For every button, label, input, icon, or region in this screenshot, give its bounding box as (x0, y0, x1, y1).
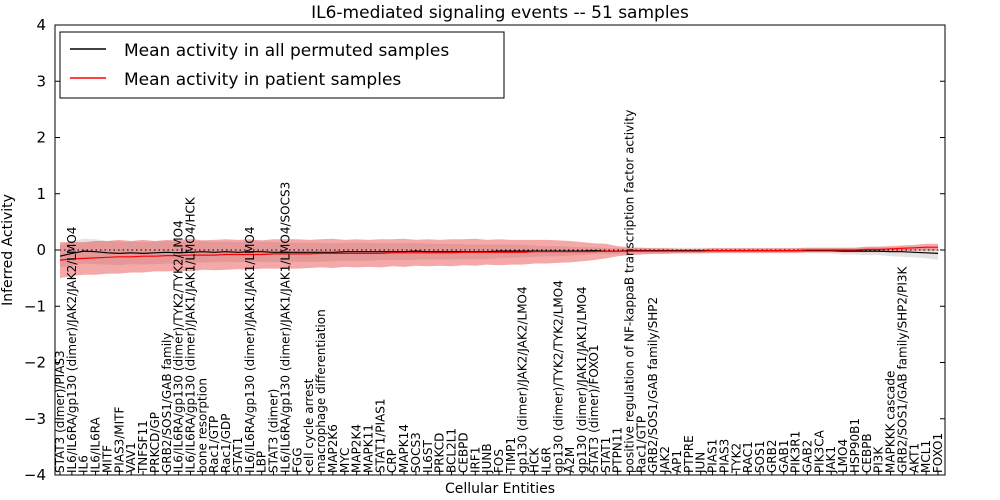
x-tick-label: STAT3 (dimer) (267, 389, 281, 473)
x-tick-label: IL6/IL6RA/gp130 (dimer)/JAK2/JAK2/LMO4 (65, 227, 79, 473)
x-tick-label: TYK2 (729, 443, 743, 474)
x-tick-label: IL6/IL6RA (89, 416, 103, 473)
x-tick-label: MITF (101, 445, 115, 473)
x-tick-label: LMO4 (836, 439, 850, 473)
x-tick-label: PIAS3/MITF (112, 406, 126, 473)
x-tick-label: VAV1 (124, 442, 138, 473)
x-tick-label: GRB2/SOS1/GAB family (160, 333, 174, 474)
x-tick-label: CEBPD (456, 432, 470, 473)
x-tick-label: PIK3R1 (789, 431, 803, 473)
x-tick-label: PRKCD/GP (148, 412, 162, 473)
y-axis-label: Inferred Activity (0, 194, 16, 306)
y-tick-label: 1 (36, 185, 46, 203)
y-tick-label: −4 (24, 466, 46, 484)
x-tick-label: MCL1 (919, 440, 933, 473)
x-tick-label: MAPK14 (397, 424, 411, 473)
x-tick-label: SOS1 (753, 441, 767, 473)
legend-label-patient: Mean activity in patient samples (124, 70, 401, 90)
x-tick-label: JUN (694, 452, 708, 474)
x-axis-label: Cellular Entities (445, 481, 555, 497)
x-tick-label: IL6ST (421, 440, 435, 473)
x-tick-label: bone resorption (195, 378, 209, 473)
x-tick-label: PI3K (872, 446, 886, 473)
x-tick-label: BCL2L1 (445, 428, 459, 473)
x-tick-label: GRB2/SOS1/GAB family/SHP2/PI3K (895, 265, 909, 473)
y-tick-label: −1 (24, 297, 46, 315)
plot-area (55, 238, 945, 279)
permuted-band (60, 238, 938, 268)
x-tick-label: IL6 (77, 455, 91, 473)
y-tick-label: −2 (24, 354, 46, 372)
x-tick-label: MAPK11 (362, 424, 376, 473)
x-tick-label: GRB2 (765, 439, 779, 473)
x-tick-label: RAC1 (741, 441, 755, 473)
x-tick-label: JUNB (480, 443, 494, 474)
y-tick-label: 4 (36, 16, 46, 34)
x-tick-label: MYC (338, 448, 352, 473)
x-tick-label: cell cycle arrest (302, 378, 316, 473)
x-tick-label: CEBPB (860, 433, 874, 473)
legend-label-permuted: Mean activity in all permuted samples (124, 41, 449, 61)
x-tick-label: STAT3 (dimer)/PIAS3 (53, 350, 67, 473)
x-tick-label: gp130 (dimer)/TYK2/TYK2/LMO4 (551, 280, 565, 473)
x-tick-label: MAP2K6 (326, 424, 340, 473)
x-tick-label: GRB2/SOS1/GAB family/SHP2 (646, 297, 660, 473)
x-tick-label: STAT1 (599, 437, 613, 473)
plot-frame (54, 24, 946, 476)
x-tick-label: HSP90B1 (848, 418, 862, 473)
legend-box (59, 31, 505, 99)
x-tick-label: MAP2K4 (350, 424, 364, 473)
x-tick-label: AKT1 (907, 443, 921, 473)
x-tick-label: GAB2 (801, 440, 815, 473)
x-tick-label: HCK (528, 447, 542, 473)
x-tick-label: JAK1 (824, 446, 838, 474)
x-tick-label: PRKCD (433, 433, 447, 473)
x-tick-label: GAB1 (777, 440, 791, 473)
x-tick-label: FOXO1 (931, 433, 945, 473)
y-tick-labels: −4 −3 −2 −1 0 1 2 3 4 (24, 16, 945, 484)
y-tick-label: 3 (36, 72, 46, 90)
x-tick-label: IL6/IL6RA/gp130 (dimer)/TYK2/TYK2/LMO4 (172, 220, 186, 473)
x-tick-label: STAT3 (dimer)/FOXO1 (587, 344, 601, 473)
x-tick-label: CRP (385, 449, 399, 473)
x-tick-label: FOS (492, 449, 506, 473)
x-tick-label: IL6/IL6RA/gp130 (dimer)/JAK1/JAK1/LMO4/S… (278, 182, 292, 473)
x-tick-label: LBP (255, 451, 269, 473)
patient-series-line (59, 246, 938, 261)
legend: Mean activity in all permuted samples Me… (59, 31, 505, 99)
x-tick-label: IL6R (540, 447, 554, 473)
x-tick-label: Rac1/GTP (634, 416, 648, 473)
x-tick-label: Rac1/GTP (207, 416, 221, 473)
x-tick-label: macrophage differentiation (314, 309, 328, 473)
y-tick-label: −3 (24, 410, 46, 428)
chart-title: IL6-mediated signaling events -- 51 samp… (311, 3, 689, 23)
x-tick-label: PIK3CA (812, 429, 826, 473)
x-tick-label: IL6/IL6RA/gp130 (dimer)/JAK1/JAK1/LMO4 (243, 226, 257, 472)
x-tick-label: IRF1 (468, 447, 482, 473)
x-tick-label: FGG (290, 448, 304, 474)
x-tick-label: positive regulation of NF-kappaB transcr… (623, 110, 637, 473)
x-tick-label: PIAS3 (717, 439, 731, 473)
x-tick-label: TIMP1 (504, 437, 518, 474)
y-tick-label: 2 (36, 129, 46, 147)
x-tick-label: IL6/IL6RA/gp130 (dimer)/JAK1/JAK1/LMO4/H… (184, 196, 198, 473)
x-tick-label: JAK2 (658, 446, 672, 474)
x-tick-label: MAPKKK cascade (884, 371, 898, 473)
x-tick-label: SOCS3 (409, 432, 423, 473)
patient-band (60, 238, 938, 279)
x-tick-label: STAT1/PIAS1 (373, 399, 387, 474)
y-tick-label: 0 (36, 241, 46, 259)
x-tick-label: PTPN11 (611, 427, 625, 473)
x-tick-label: A2M (563, 447, 577, 473)
x-tick-label: Rac1/GDP (219, 414, 233, 473)
x-tick-label: gp130 (dimer)/JAK2/JAK2/LMO4 (516, 286, 530, 473)
x-tick-label: PTPRE (682, 435, 696, 473)
x-tick-label: gp130 (dimer)/JAK1/JAK1/LMO4 (575, 286, 589, 473)
x-tick-label: STAT1 (231, 437, 245, 473)
x-tick-label: AP1 (670, 450, 684, 473)
x-tick-label: PIAS1 (706, 439, 720, 473)
x-tick-label: TNFSF11 (136, 420, 150, 474)
